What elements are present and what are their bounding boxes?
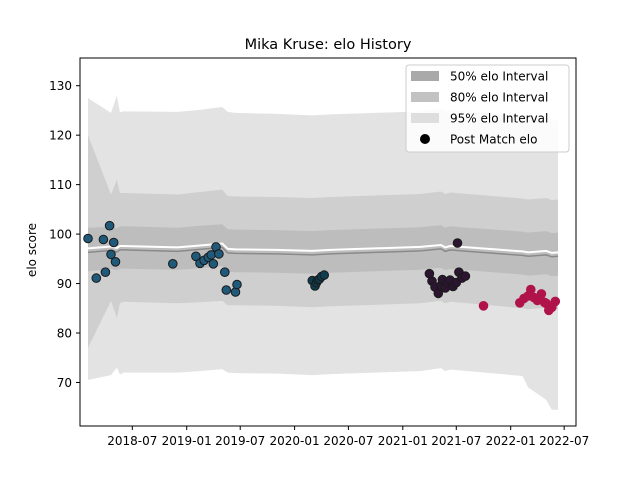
x-tick-label: 2021-01 <box>378 434 428 448</box>
post-match-elo-point <box>191 251 201 262</box>
x-tick-label: 2018-07 <box>107 434 157 448</box>
legend-label: 80% elo Interval <box>450 91 548 105</box>
post-match-elo-point <box>104 220 115 231</box>
legend-marker <box>420 134 430 144</box>
y-tick-label: 100 <box>49 228 72 242</box>
post-match-elo-point <box>110 257 121 267</box>
post-match-elo-point <box>220 267 230 278</box>
chart-title: Mika Kruse: elo History <box>245 37 412 53</box>
y-tick-label: 130 <box>49 79 72 93</box>
legend-label: 50% elo Interval <box>450 70 548 84</box>
post-match-elo-point <box>536 289 547 299</box>
legend-box <box>405 64 570 153</box>
post-match-elo-point <box>108 237 119 248</box>
plot-area <box>83 95 561 410</box>
x-tick-label: 2020-07 <box>323 434 373 448</box>
post-match-elo-point <box>232 279 242 290</box>
y-tick-label: 70 <box>57 376 72 390</box>
mean-elo-lower-line <box>87 246 559 258</box>
x-tick-label: 2020-01 <box>270 434 320 448</box>
plot-frame <box>79 57 577 427</box>
legend-swatch <box>411 113 439 123</box>
post-match-elo-point <box>100 267 111 278</box>
post-match-elo-point <box>221 285 232 295</box>
y-tick-label: 90 <box>57 277 72 291</box>
post-match-elo-point <box>106 249 116 260</box>
y-tick-label: 120 <box>49 129 72 143</box>
x-tick-label: 2019-01 <box>162 434 212 448</box>
post-match-elo-point <box>460 271 471 281</box>
post-match-elo-point <box>478 301 489 311</box>
legend-label: Post Match elo <box>450 133 537 147</box>
post-match-elo-point <box>91 273 102 283</box>
y-tick-label: 80 <box>57 327 72 341</box>
legend-label: 95% elo Interval <box>450 112 548 126</box>
x-tick-label: 2021-07 <box>431 434 481 448</box>
legend-swatch <box>411 71 439 81</box>
post-match-elo-point <box>214 249 224 259</box>
post-match-elo-point <box>208 259 219 269</box>
post-match-elo-point <box>98 234 109 245</box>
y-tick-label: 110 <box>49 178 72 192</box>
post-match-elo-point <box>550 296 561 307</box>
axes: 2018-07 2019-01 2019-07 2020-01 2020-07 2021-… <box>49 79 589 448</box>
x-tick-label: 2019-07 <box>215 434 265 448</box>
y-axis-label: elo score <box>25 223 39 277</box>
post-match-elo-point <box>83 233 93 244</box>
x-tick-label: 2022-01 <box>486 434 536 448</box>
legend: 50% elo Interval 80% elo Interval 95% elo … <box>405 64 570 153</box>
post-match-elo-point <box>319 270 330 280</box>
post-match-elo-point <box>526 284 536 295</box>
post-match-elo-point <box>168 259 178 269</box>
mean-elo-line <box>87 242 559 254</box>
x-tick-label: 2022-07 <box>539 434 589 448</box>
post-match-elo-point <box>452 238 463 248</box>
legend-swatch <box>411 92 439 102</box>
